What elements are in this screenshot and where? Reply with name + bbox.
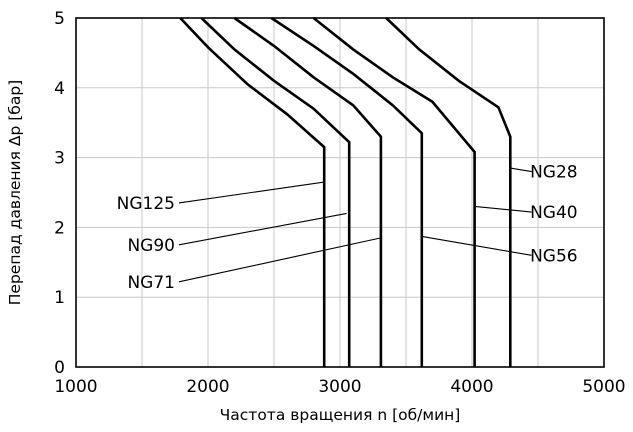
- annotation-label-ng28: NG28: [530, 163, 578, 183]
- y-tick-label: 1: [54, 288, 65, 308]
- annotation-label-ng125: NG125: [117, 194, 175, 214]
- x-tick-label: 4000: [450, 377, 493, 397]
- series-line-ng28: [385, 17, 512, 367]
- annotation-label-ng56: NG56: [530, 246, 578, 266]
- annotation-label-ng90: NG90: [127, 236, 175, 256]
- annotation-leader-ng56: [421, 235, 532, 256]
- y-tick-label: 5: [54, 9, 65, 29]
- series-line-ng71: [233, 16, 383, 367]
- x-tick-label: 5000: [582, 377, 625, 397]
- annotation-label-ng40: NG40: [530, 203, 578, 223]
- y-tick-label: 3: [54, 149, 65, 169]
- y-tick-label: 0: [54, 358, 65, 378]
- y-axis-title: Перепад давления Δp [бар]: [6, 80, 24, 305]
- annotation-leader-ng40: [474, 205, 532, 213]
- x-tick-label: 2000: [186, 377, 229, 397]
- x-axis-title: Частота вращения n [об/мин]: [220, 406, 461, 424]
- annotation-leader-ng71: [178, 237, 382, 283]
- series-line-ng90: [200, 17, 351, 367]
- annotation-leader-ng90: [178, 212, 347, 246]
- plot-border: [75, 17, 605, 368]
- y-tick-label: 4: [54, 79, 65, 99]
- annotation-label-ng71: NG71: [127, 273, 175, 293]
- y-tick-label: 2: [54, 218, 65, 238]
- x-tick-label: 3000: [318, 377, 361, 397]
- annotation-leader-ng28: [510, 167, 532, 173]
- annotation-leader-ng125: [178, 181, 325, 204]
- plot-frame: [75, 17, 605, 368]
- tick-labels: 1000 2000 3000 4000 5000 0 1 2 3 4 5: [54, 9, 625, 397]
- series-line-ng40: [312, 16, 476, 367]
- series: [179, 16, 512, 367]
- annotations: NG125 NG90 NG71 NG28 NG40 NG56: [117, 163, 578, 293]
- x-tick-label: 1000: [54, 377, 97, 397]
- series-line-ng56: [270, 16, 424, 367]
- grid: [75, 17, 605, 368]
- series-line-ng125: [179, 17, 326, 367]
